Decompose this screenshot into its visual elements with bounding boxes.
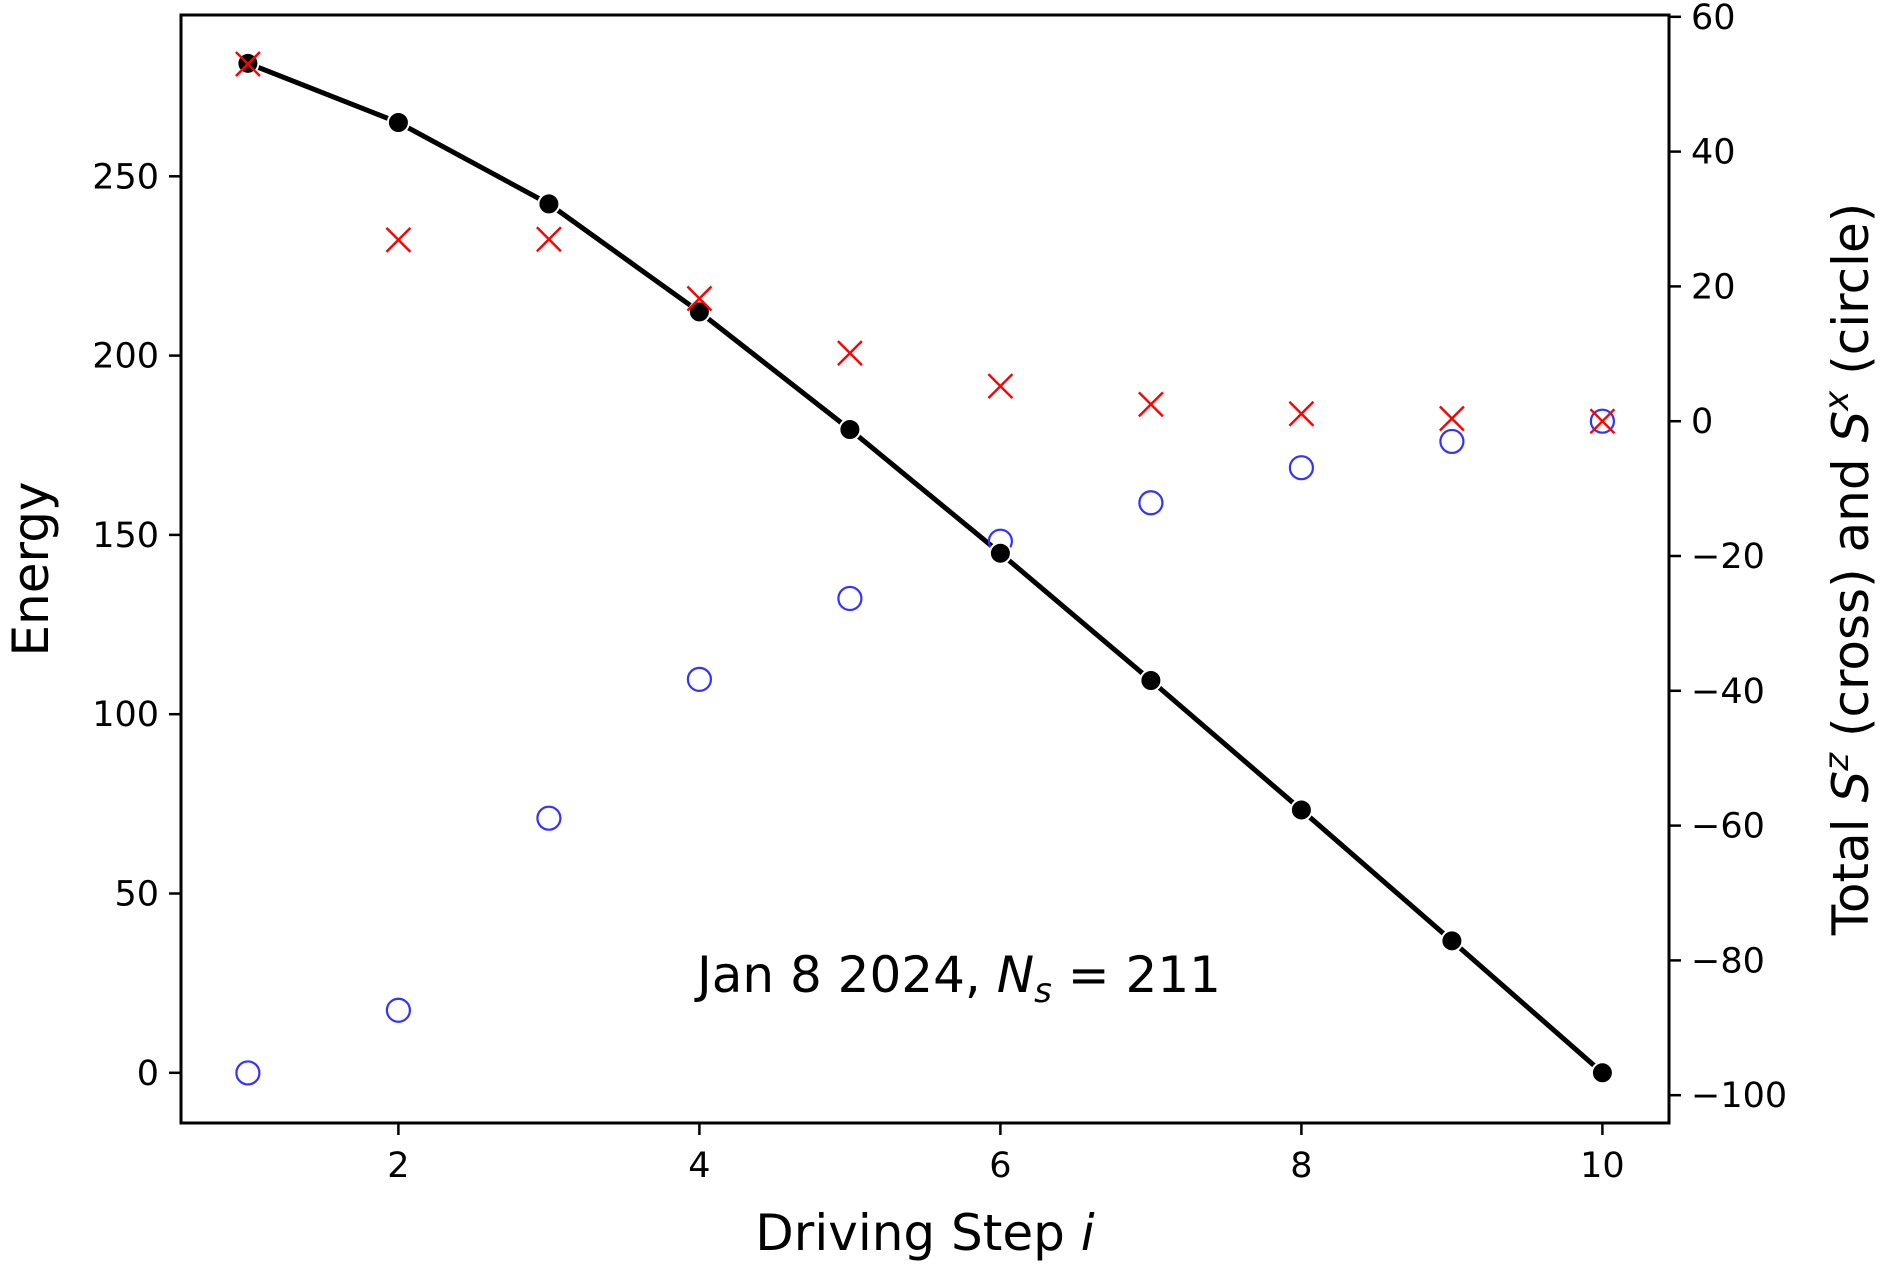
y2-tick-label: 60 — [1691, 0, 1736, 38]
y-axis-right: −100 −80 −60 −40 −20 0 20 40 60 — [1669, 0, 1787, 1116]
y2-axis-label: Total Sz (cross) and Sx (circle) — [1817, 203, 1880, 936]
energy-marker — [1440, 929, 1464, 953]
y-tick-label: 250 — [92, 157, 159, 197]
axes-frame — [179, 13, 1671, 1125]
energy-marker — [838, 417, 862, 441]
x-tick-label: 6 — [989, 1146, 1011, 1186]
y2-tick-label: −80 — [1691, 941, 1765, 981]
sz-marker — [686, 285, 713, 312]
x-tick-label: 2 — [387, 1146, 409, 1186]
y-tick-label: 150 — [92, 516, 159, 556]
y2-tick-label: 20 — [1691, 267, 1736, 307]
sx-marker — [536, 805, 562, 831]
sz-marker — [837, 340, 863, 366]
y-tick-label: 50 — [114, 875, 159, 915]
x-axis: 2 4 6 8 10 — [387, 1123, 1625, 1186]
energy-marker — [1590, 1061, 1614, 1085]
y2-tick-label: 40 — [1691, 133, 1736, 173]
energy-marker — [1289, 798, 1313, 822]
energy-marker — [988, 541, 1012, 565]
energy-marker — [537, 192, 561, 216]
energy-line — [246, 61, 1605, 1075]
energy-marker — [1139, 668, 1163, 692]
x-tick-label: 10 — [1580, 1146, 1625, 1186]
sz-marker — [1439, 405, 1465, 432]
y2-tick-label: −40 — [1691, 672, 1765, 712]
y-tick-label: 100 — [92, 695, 159, 735]
sx-marker — [1439, 428, 1465, 455]
y-tick-label: 200 — [92, 337, 159, 377]
y2-tick-label: −20 — [1691, 537, 1765, 577]
y-axis-left: 0 50 100 150 200 250 — [92, 157, 181, 1094]
x-tick-label: 8 — [1290, 1146, 1312, 1186]
sx-marker — [385, 997, 411, 1023]
sx-marker — [1288, 455, 1315, 481]
x-axis-label: Driving Step i — [755, 1204, 1095, 1262]
annotation-label: Jan 8 2024, Ns = 211 — [694, 946, 1221, 1011]
sx-marker — [1589, 408, 1616, 434]
energy-marker — [386, 111, 410, 135]
sz-marker — [385, 227, 412, 253]
sz-marker — [536, 226, 562, 253]
sz-marker — [1288, 400, 1315, 427]
y2-tick-label: −100 — [1691, 1076, 1787, 1116]
sx-marker — [837, 585, 863, 612]
sz-marker — [1589, 408, 1616, 435]
sx-marker — [1138, 490, 1164, 516]
y2-tick-label: 0 — [1691, 402, 1713, 442]
sz-marker — [235, 51, 261, 77]
plot-area — [235, 51, 1616, 1086]
sx-marker — [686, 666, 713, 692]
sz-marker — [987, 373, 1014, 400]
sx-marker — [235, 1060, 261, 1086]
x-tick-label: 4 — [688, 1146, 710, 1186]
sz-marker — [1138, 391, 1164, 418]
y2-tick-label: −60 — [1691, 807, 1765, 847]
y-axis-label: Energy — [2, 481, 60, 656]
y-tick-label: 0 — [137, 1054, 159, 1094]
energy-marker — [687, 300, 711, 324]
